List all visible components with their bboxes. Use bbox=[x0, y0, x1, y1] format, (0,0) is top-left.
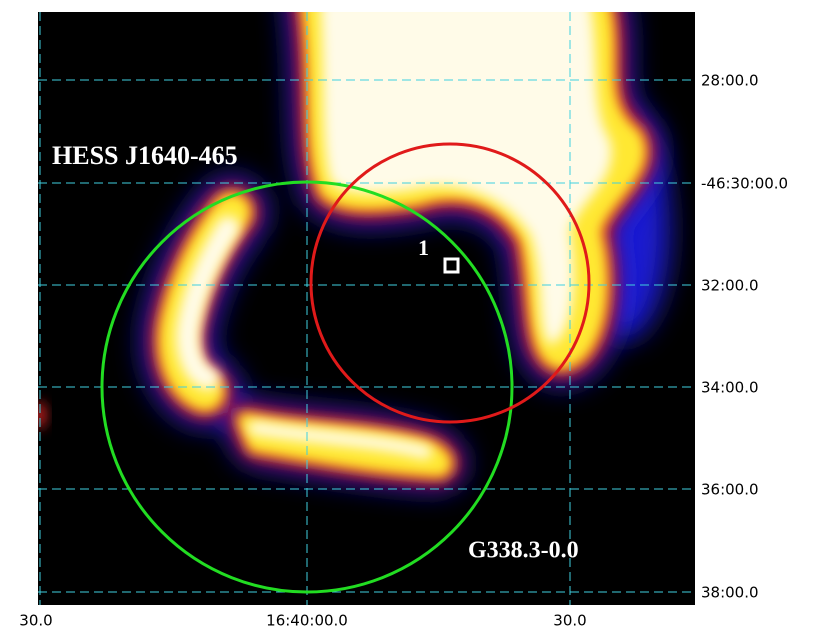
x-label: 30.0 bbox=[19, 612, 52, 630]
marker-box bbox=[443, 257, 460, 274]
y-label: 28:00.0 bbox=[701, 72, 759, 90]
source-circle bbox=[309, 142, 591, 424]
x-label: 30.0 bbox=[553, 612, 586, 630]
y-label: 34:00.0 bbox=[701, 379, 759, 397]
y-label: -46:30:00.0 bbox=[701, 175, 788, 193]
remnant-circle bbox=[100, 180, 514, 594]
x-label: 16:40:00.0 bbox=[266, 612, 348, 630]
y-axis-labels: 28:00.0 -46:30:00.0 32:00.0 34:00.0 36:0… bbox=[701, 72, 788, 602]
coordinate-grid bbox=[38, 12, 695, 605]
y-label: 38:00.0 bbox=[701, 584, 759, 602]
source-label: HESS J1640-465 bbox=[52, 141, 238, 170]
y-label: 32:00.0 bbox=[701, 277, 759, 295]
x-axis-labels: 30.0 16:40:00.0 30.0 bbox=[19, 612, 586, 630]
remnant-label: G338.3-0.0 bbox=[468, 538, 579, 564]
y-label: 36:00.0 bbox=[701, 481, 759, 499]
marker-label: 1 bbox=[418, 235, 429, 260]
